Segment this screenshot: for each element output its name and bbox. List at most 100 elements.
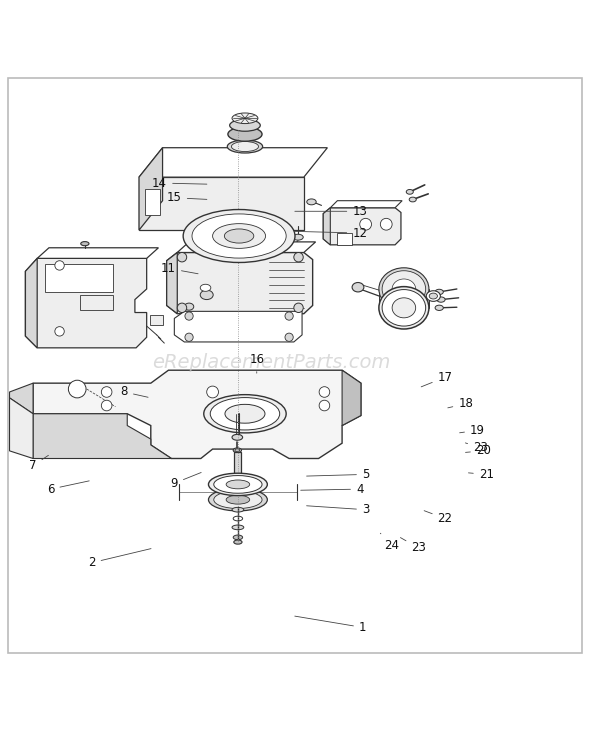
Polygon shape: [342, 370, 361, 425]
Circle shape: [285, 312, 293, 320]
Circle shape: [55, 261, 64, 270]
Polygon shape: [174, 311, 302, 342]
Polygon shape: [9, 398, 33, 458]
Text: 18: 18: [448, 397, 473, 410]
Ellipse shape: [437, 297, 445, 302]
Text: 6: 6: [47, 481, 89, 496]
Ellipse shape: [382, 289, 425, 326]
Text: 11: 11: [161, 262, 198, 275]
Circle shape: [177, 252, 186, 262]
Ellipse shape: [379, 287, 429, 329]
Ellipse shape: [208, 488, 267, 511]
Text: 21: 21: [468, 468, 494, 481]
Bar: [45, 264, 113, 292]
Ellipse shape: [228, 127, 262, 141]
Ellipse shape: [435, 289, 443, 295]
Polygon shape: [330, 201, 402, 208]
Ellipse shape: [200, 290, 213, 300]
Ellipse shape: [293, 234, 303, 240]
Polygon shape: [139, 177, 304, 230]
Circle shape: [319, 387, 330, 397]
Text: 14: 14: [152, 176, 207, 189]
Ellipse shape: [212, 224, 266, 249]
Text: 22: 22: [424, 511, 453, 525]
Text: 12: 12: [295, 227, 367, 240]
Ellipse shape: [204, 395, 286, 433]
Ellipse shape: [392, 298, 416, 318]
Ellipse shape: [409, 197, 417, 202]
Ellipse shape: [284, 256, 294, 261]
Circle shape: [101, 387, 112, 397]
Ellipse shape: [227, 140, 263, 153]
Circle shape: [185, 333, 193, 341]
Text: eReplacementParts.com: eReplacementParts.com: [152, 353, 391, 372]
Ellipse shape: [426, 291, 440, 301]
Ellipse shape: [392, 279, 416, 299]
Ellipse shape: [407, 189, 414, 194]
Ellipse shape: [81, 242, 89, 246]
Text: 16: 16: [249, 353, 264, 373]
Circle shape: [285, 333, 293, 341]
Ellipse shape: [184, 303, 194, 310]
Circle shape: [360, 219, 372, 230]
Ellipse shape: [232, 434, 242, 440]
Circle shape: [101, 401, 112, 411]
Ellipse shape: [183, 210, 295, 262]
Polygon shape: [323, 208, 401, 245]
Text: 24: 24: [381, 533, 399, 551]
Text: 17: 17: [421, 371, 453, 387]
Text: 23: 23: [401, 537, 426, 555]
Text: 5: 5: [307, 468, 369, 481]
Ellipse shape: [225, 404, 265, 423]
Circle shape: [381, 219, 392, 230]
Ellipse shape: [214, 476, 262, 493]
Polygon shape: [9, 383, 33, 414]
Ellipse shape: [210, 398, 280, 430]
Text: 3: 3: [307, 503, 369, 516]
Polygon shape: [25, 258, 147, 348]
Ellipse shape: [226, 496, 250, 504]
Polygon shape: [139, 148, 327, 177]
Text: 19: 19: [460, 424, 485, 436]
Polygon shape: [167, 252, 313, 314]
Polygon shape: [323, 208, 330, 245]
Polygon shape: [37, 248, 159, 258]
Ellipse shape: [200, 284, 211, 292]
Ellipse shape: [429, 293, 437, 299]
Ellipse shape: [224, 229, 254, 243]
Circle shape: [185, 312, 193, 320]
Polygon shape: [139, 148, 163, 230]
Ellipse shape: [233, 535, 242, 539]
Circle shape: [55, 327, 64, 336]
Circle shape: [177, 303, 186, 313]
Circle shape: [206, 386, 218, 398]
Ellipse shape: [230, 119, 260, 132]
Text: 7: 7: [30, 455, 48, 472]
Polygon shape: [25, 258, 37, 348]
Ellipse shape: [232, 525, 244, 530]
Text: 2: 2: [88, 548, 151, 569]
Text: 1: 1: [295, 616, 366, 634]
Bar: [80, 295, 113, 310]
Ellipse shape: [235, 449, 240, 452]
Ellipse shape: [435, 305, 443, 311]
Bar: [150, 315, 163, 325]
Ellipse shape: [208, 473, 267, 496]
Circle shape: [294, 303, 303, 313]
Ellipse shape: [232, 507, 244, 512]
Circle shape: [319, 401, 330, 411]
Polygon shape: [177, 242, 316, 252]
Text: 9: 9: [171, 472, 201, 490]
Polygon shape: [145, 189, 160, 216]
Polygon shape: [33, 414, 171, 458]
Ellipse shape: [234, 540, 242, 544]
Ellipse shape: [287, 245, 297, 251]
Polygon shape: [337, 233, 352, 245]
Ellipse shape: [232, 113, 258, 124]
Ellipse shape: [192, 214, 286, 258]
Ellipse shape: [307, 199, 316, 205]
Ellipse shape: [226, 480, 250, 489]
Ellipse shape: [382, 270, 425, 307]
Polygon shape: [33, 370, 361, 458]
Text: 20: 20: [466, 444, 491, 458]
